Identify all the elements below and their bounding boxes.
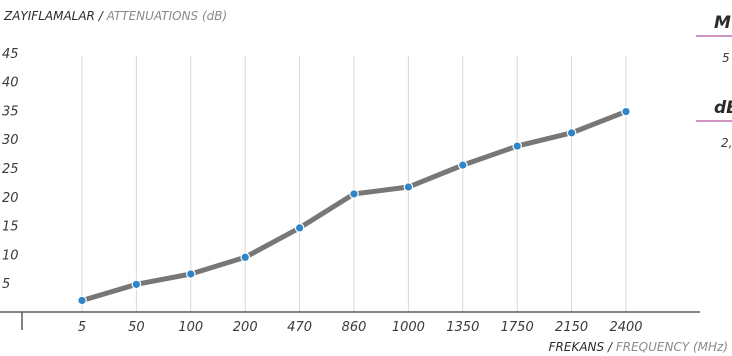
y-tick-label: 5: [2, 277, 10, 292]
data-point: [566, 128, 577, 138]
x-tick-label: 200: [233, 320, 258, 335]
x-tick-label: 100: [178, 320, 203, 335]
x-axis-title-secondary: FREQUENCY (MHz): [616, 340, 728, 354]
x-tick-label: 2150: [555, 320, 588, 335]
x-tick-label: 2400: [609, 320, 642, 335]
y-tick-label: 20: [2, 191, 19, 206]
grid-lines: [81, 56, 627, 312]
y-tick-label: 25: [2, 162, 19, 177]
side-heading-1: M: [714, 13, 731, 33]
data-point: [294, 223, 305, 233]
y-tick-label: 10: [2, 248, 19, 263]
y-tick-label: 15: [2, 220, 19, 235]
data-point: [457, 160, 468, 170]
x-tick-label: 860: [342, 320, 367, 335]
x-tick-label: 470: [287, 320, 312, 335]
y-tick-label: 45: [2, 47, 19, 62]
y-tick-label: 40: [2, 76, 19, 91]
data-point: [403, 182, 414, 192]
data-point: [77, 295, 87, 306]
chart-title-primary: ZAYIFLAMALAR: [3, 9, 95, 23]
data-point: [186, 269, 196, 279]
y-tick-label: 30: [2, 133, 19, 148]
data-point: [621, 106, 631, 117]
y-axis-ticks: 5 10 15 20 25 30 35 40 45: [2, 47, 19, 292]
y-tick-label: 35: [2, 104, 19, 119]
side-value-2: 2,: [721, 136, 732, 150]
x-tick-label: 1750: [501, 320, 534, 335]
side-heading-2: dB: [714, 98, 732, 118]
chart-title-secondary: ATTENUATIONS (dB): [106, 9, 228, 23]
chart-title: ZAYIFLAMALAR / ATTENUATIONS (dB): [3, 9, 227, 23]
x-tick-label: 1000: [392, 320, 425, 335]
x-tick-label: 50: [128, 320, 145, 335]
data-point: [240, 252, 250, 263]
x-tick-label: 5: [78, 320, 86, 335]
data-point: [131, 279, 142, 290]
data-point: [349, 189, 359, 199]
side-value-1: 5: [722, 51, 730, 65]
x-axis-title: FREKANS / FREQUENCY (MHz): [549, 340, 728, 354]
x-axis-ticks: 5 50 100 200 470 860 1000 1350 1750 2150 2400: [78, 320, 643, 335]
data-point: [512, 141, 522, 151]
x-axis-title-primary: FREKANS: [549, 340, 605, 354]
x-tick-label: 1350: [446, 320, 479, 335]
data-points: [77, 106, 631, 306]
